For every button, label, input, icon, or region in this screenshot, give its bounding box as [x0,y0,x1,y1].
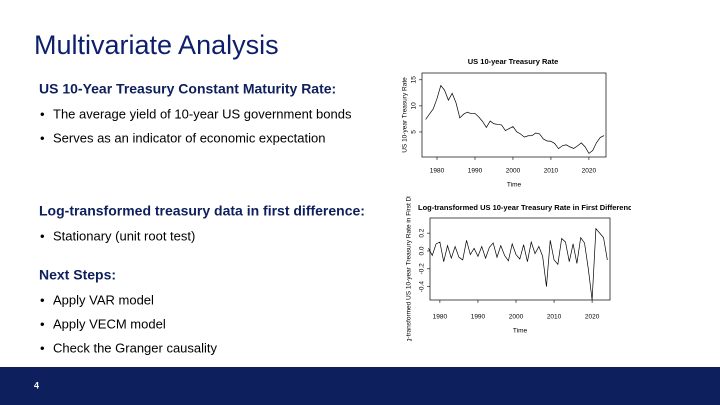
y-axis-label: US 10-year Treasury Rate [402,77,409,153]
section-heading: Log-transformed treasury data in first d… [39,203,365,219]
x-tick-label: 2010 [547,314,562,321]
bullet-text: Check the Granger causality [53,340,218,355]
y-tick-label: 0.0 [419,246,426,255]
bullet-dot: • [40,340,45,355]
y-tick-label: 0.2 [419,228,426,237]
x-tick-label: 2010 [544,168,559,175]
plot-frame [429,217,611,301]
x-tick-label: 2000 [509,314,524,321]
bullet-dot: • [40,316,45,331]
x-tick-label: 1980 [430,168,445,175]
bullet-text: Stationary (unit root test) [53,228,195,243]
y-tick-label: -0.4 [419,281,426,293]
plot-frame [421,72,607,158]
data-line [428,227,608,301]
bullet-dot: • [40,130,45,145]
bullet-dot: • [40,292,45,307]
y-axis-label: Log-transformed US 10-year Treasury Rate… [406,168,413,350]
bullet-dot: • [40,228,45,243]
x-tick-label: 1990 [471,314,486,321]
chart-2: Log-transformed US 10-year Treasury Rate… [406,168,641,350]
slide-title: Multivariate Analysis [34,30,279,60]
y-tick-label: -0.2 [419,263,426,275]
footer-bar [0,367,720,405]
x-tick-label: 2020 [585,314,600,321]
bullet-text: Apply VECM model [53,316,166,331]
section-heading: US 10-Year Treasury Constant Maturity Ra… [39,81,336,97]
x-tick-label: 2020 [582,168,597,175]
section-heading: Next Steps: [39,267,116,283]
data-line [425,84,605,154]
y-tick-label: 15 [411,76,418,84]
bullet-text: Apply VAR model [53,292,154,307]
chart-title: US 10-year Treasury Rate [468,57,558,66]
y-tick-label: 10 [411,102,418,110]
bullet-dot: • [40,106,45,121]
x-tick-label: 1980 [433,314,448,321]
bullet-text: Serves as an indicator of economic expec… [53,130,325,145]
x-axis-label: Time [507,182,522,189]
x-tick-label: 1990 [468,168,483,175]
y-tick-label: 5 [411,130,418,134]
bullet-text: The average yield of 10-year US governme… [53,106,352,121]
page-number: 4 [34,380,39,390]
x-axis-label: Time [513,328,528,335]
x-tick-label: 2000 [506,168,521,175]
chart-title: Log-transformed US 10-year Treasury Rate… [418,203,641,212]
